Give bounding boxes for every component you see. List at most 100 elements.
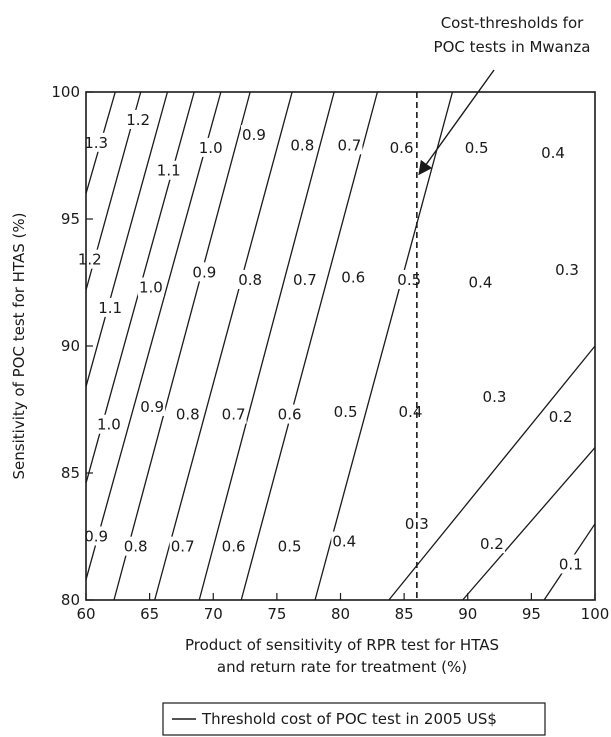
y-tick-label: 100 bbox=[51, 83, 80, 101]
contour-label-bg bbox=[557, 554, 584, 574]
y-axis-title: Sensitivity of POC test for HTAS (%) bbox=[10, 213, 28, 480]
x-tick-label: 75 bbox=[267, 605, 286, 623]
contour-label: 0.4 bbox=[469, 274, 493, 292]
y-tick-label: 80 bbox=[61, 591, 80, 609]
contour-label-bg bbox=[174, 404, 201, 424]
contour-line-0.4 bbox=[314, 91, 454, 601]
x-tick-label: 100 bbox=[581, 605, 610, 623]
contour-label: 0.9 bbox=[84, 528, 108, 546]
contour-label: 0.8 bbox=[124, 538, 148, 556]
contour-label-bg bbox=[463, 137, 490, 157]
contour-label: 0.6 bbox=[341, 268, 365, 286]
contour-label: 0.9 bbox=[242, 126, 266, 144]
contour-label-bg bbox=[276, 404, 303, 424]
annotation-line-2: POC tests in Mwanza bbox=[434, 38, 591, 56]
contour-label: 0.7 bbox=[337, 136, 361, 154]
contour-label: 1.0 bbox=[97, 416, 121, 434]
contour-label-bg bbox=[169, 536, 196, 556]
contour-label-bg bbox=[547, 407, 574, 427]
legend-box bbox=[162, 702, 546, 736]
x-axis-title-line-2: and return rate for treatment (%) bbox=[217, 658, 467, 676]
contour-label: 0.6 bbox=[390, 139, 414, 157]
contour-label: 0.9 bbox=[192, 263, 216, 281]
contour-label-bg bbox=[276, 536, 303, 556]
contour-label: 1.2 bbox=[126, 111, 150, 129]
y-axis-ticks: 80 85 90 95 100 bbox=[51, 83, 93, 609]
contour-line-1.1 bbox=[85, 91, 169, 387]
contour-label: 0.3 bbox=[555, 261, 579, 279]
contour-label: 0.3 bbox=[483, 388, 507, 406]
contour-label: 0.5 bbox=[334, 403, 358, 421]
legend-label: Threshold cost of POC test in 2005 US$ bbox=[201, 710, 497, 728]
contour-label: 0.8 bbox=[238, 271, 262, 289]
contour-label: 1.0 bbox=[199, 139, 223, 157]
contour-line-0.3 bbox=[388, 345, 596, 601]
contour-label-bg bbox=[331, 531, 358, 551]
contour-label-bg bbox=[155, 160, 182, 180]
contour-line-0.5 bbox=[240, 91, 379, 601]
contour-label-bg bbox=[332, 402, 359, 422]
contour-label-bg bbox=[97, 297, 124, 317]
contour-label-bg bbox=[220, 536, 247, 556]
contour-label-bg bbox=[291, 269, 318, 289]
contour-label: 0.7 bbox=[222, 406, 246, 424]
x-tick-label: 95 bbox=[522, 605, 541, 623]
x-axis-title-line-1: Product of sensitivity of RPR test for H… bbox=[185, 636, 499, 654]
contour-label: 0.2 bbox=[480, 535, 504, 553]
contour-label: 0.8 bbox=[290, 136, 314, 154]
contour-label: 0.8 bbox=[176, 406, 200, 424]
contour-label-bg bbox=[467, 272, 494, 292]
contour-label: 0.9 bbox=[140, 398, 164, 416]
contour-label: 0.6 bbox=[222, 538, 246, 556]
contour-label-bg bbox=[336, 135, 363, 155]
x-tick-label: 60 bbox=[76, 605, 95, 623]
contour-label-bg bbox=[95, 414, 122, 434]
contour-label: 0.4 bbox=[332, 533, 356, 551]
y-tick-label: 85 bbox=[61, 464, 80, 482]
contour-label: 0.7 bbox=[293, 271, 317, 289]
contour-label-bg bbox=[83, 132, 110, 152]
contour-label-bg bbox=[481, 386, 508, 406]
contour-label-bg bbox=[76, 249, 103, 269]
contour-label: 0.5 bbox=[278, 538, 302, 556]
contour-line-0.7 bbox=[154, 91, 293, 601]
annotation-arrow bbox=[418, 69, 495, 176]
contour-label: 0.1 bbox=[559, 555, 583, 573]
contour-label-bg bbox=[240, 125, 267, 145]
contour-label: 0.5 bbox=[397, 271, 421, 289]
contour-label: 1.1 bbox=[98, 299, 122, 317]
contour-label: 1.3 bbox=[84, 134, 108, 152]
contour-line-0.9 bbox=[85, 91, 222, 580]
contour-label-bg bbox=[220, 404, 247, 424]
annotation-line-1: Cost-thresholds for bbox=[441, 14, 584, 32]
contour-label: 0.5 bbox=[465, 139, 489, 157]
y-tick-label: 95 bbox=[61, 210, 80, 228]
contour-label-bg bbox=[478, 534, 505, 554]
contour-label: 1.2 bbox=[78, 251, 102, 269]
contour-label: 0.7 bbox=[171, 538, 195, 556]
contour-label-bg bbox=[122, 536, 149, 556]
contour-label-bg bbox=[554, 259, 581, 279]
contour-label: 0.6 bbox=[278, 406, 302, 424]
x-tick-label: 85 bbox=[395, 605, 414, 623]
x-tick-label: 90 bbox=[458, 605, 477, 623]
x-tick-label: 70 bbox=[204, 605, 223, 623]
contour-label: 0.4 bbox=[399, 403, 423, 421]
y-tick-label: 90 bbox=[61, 337, 80, 355]
contour-label-bg bbox=[396, 269, 423, 289]
contour-label-bg bbox=[340, 267, 367, 287]
x-tick-label: 65 bbox=[140, 605, 159, 623]
x-axis-ticks: 60 65 70 75 80 85 90 95 100 bbox=[76, 593, 609, 623]
contour-label-bg bbox=[139, 396, 166, 416]
contour-label-bg bbox=[83, 526, 110, 546]
contour-label-bg bbox=[197, 137, 224, 157]
contour-label: 1.1 bbox=[157, 162, 181, 180]
x-tick-label: 80 bbox=[331, 605, 350, 623]
contour-label: 0.4 bbox=[541, 144, 565, 162]
contour-label-bg bbox=[289, 135, 316, 155]
contour-label-bg bbox=[125, 109, 152, 129]
contour-label: 1.0 bbox=[139, 279, 163, 297]
contour-label-bg bbox=[137, 277, 164, 297]
contour-label: 0.2 bbox=[549, 408, 573, 426]
contour-line-0.2 bbox=[462, 447, 596, 601]
